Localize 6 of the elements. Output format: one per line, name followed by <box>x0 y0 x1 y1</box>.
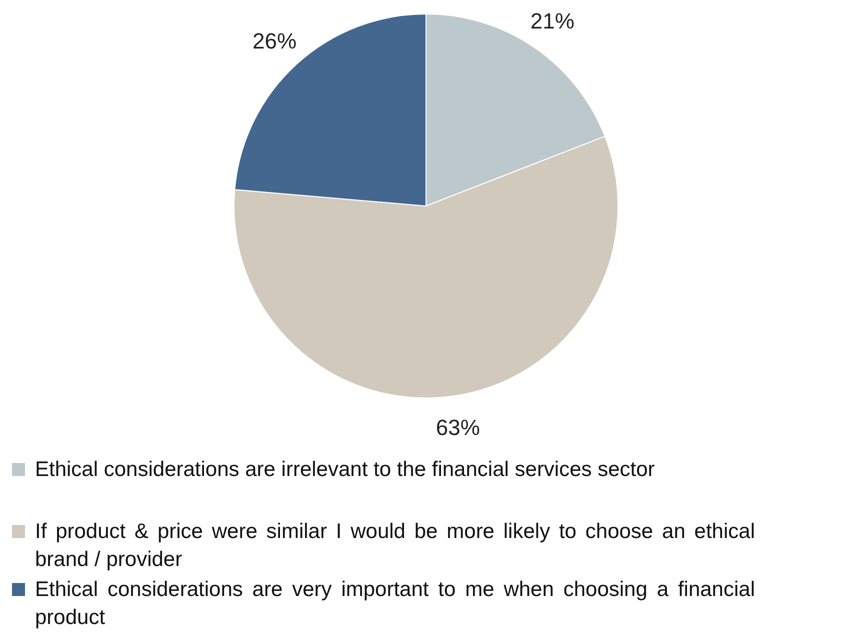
data-label: 63% <box>436 415 480 440</box>
legend-label: Ethical considerations are irrelevant to the financial services sector <box>35 457 656 483</box>
legend-label: Ethical considerations are very important to me when choosing a financial product <box>35 577 755 631</box>
data-label: 26% <box>252 28 297 54</box>
data-label: 21% <box>530 8 574 34</box>
legend-label: If product & price were similar I would be more likely to choose an ethical brand / provider <box>35 519 755 573</box>
